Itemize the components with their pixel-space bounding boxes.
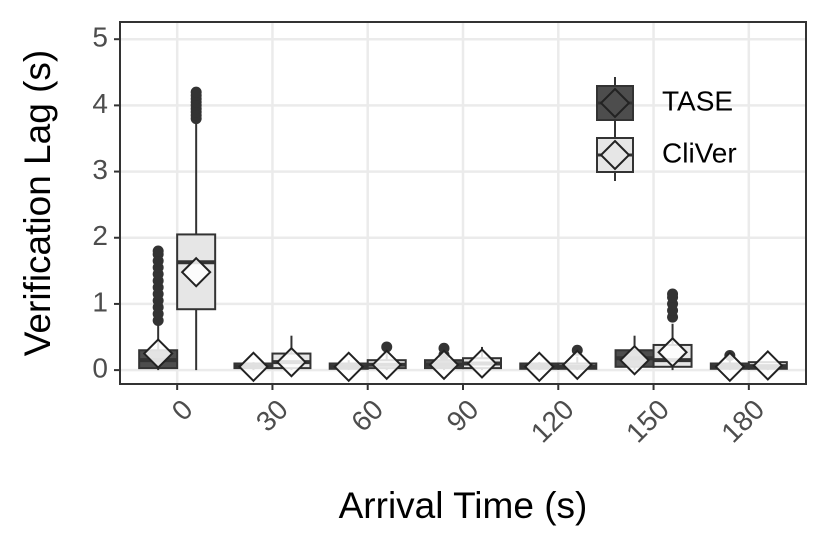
mean-marker (333, 351, 365, 383)
mean-marker (714, 351, 746, 383)
outlier (190, 86, 202, 98)
mean-marker (466, 348, 498, 379)
x-tick-label: 150 (620, 394, 675, 449)
y-axis-title: Verification Lag (s) (17, 50, 58, 356)
x-tick-label: 120 (525, 394, 580, 449)
outlier (667, 288, 679, 300)
legend-diamond (599, 87, 631, 119)
x-tick-label: 90 (441, 394, 485, 438)
mean-marker (371, 349, 403, 381)
mean-marker (523, 351, 555, 383)
y-tick-label: 3 (92, 154, 108, 185)
mean-marker (619, 344, 650, 376)
legend-label: CliVer (662, 137, 737, 168)
mean-marker (238, 351, 269, 383)
outlier (152, 245, 164, 257)
mean-marker (428, 349, 460, 381)
outlier (381, 341, 393, 353)
legend-diamond (599, 139, 631, 171)
x-axis-title: Arrival Time (s) (339, 485, 588, 526)
mean-marker (276, 346, 307, 378)
mean-marker (657, 336, 688, 368)
mean-marker (561, 349, 593, 381)
panel-border (119, 21, 807, 385)
y-tick-label: 2 (92, 220, 108, 251)
x-tick-label: 0 (166, 394, 199, 427)
y-tick-label: 5 (92, 22, 108, 53)
y-tick-label: 4 (92, 88, 108, 119)
legend-label: TASE (662, 85, 733, 116)
mean-marker (752, 350, 784, 381)
outlier (438, 342, 450, 354)
x-tick-label: 30 (250, 394, 294, 438)
x-tick-label: 180 (715, 394, 770, 449)
x-tick-label: 60 (345, 394, 389, 438)
y-tick-label: 0 (92, 352, 108, 383)
mean-marker (180, 256, 212, 288)
y-tick-label: 1 (92, 286, 108, 317)
mean-marker (142, 338, 174, 369)
